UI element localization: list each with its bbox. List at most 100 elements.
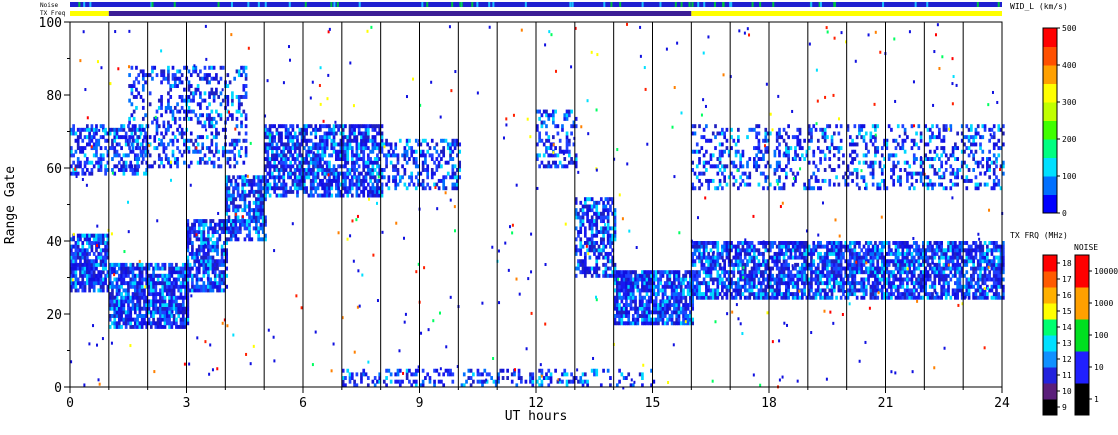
- data-cell: [967, 281, 971, 286]
- data-cell: [890, 259, 893, 264]
- data-cell: [609, 237, 612, 242]
- data-cell: [958, 270, 962, 275]
- data-cell: [348, 138, 352, 143]
- data-cell: [1002, 262, 1005, 267]
- data-cell: [794, 149, 797, 154]
- data-cell: [243, 222, 247, 227]
- data-cell: [143, 317, 146, 322]
- data-cell: [252, 178, 256, 183]
- data-cell: [762, 288, 765, 293]
- data-cell: [956, 262, 959, 267]
- data-cell: [81, 244, 85, 249]
- data-cell: [828, 259, 832, 264]
- data-cell: [590, 233, 594, 238]
- data-cell: [293, 168, 297, 172]
- data-cell: [186, 306, 190, 311]
- data-cell: [426, 171, 430, 176]
- data-cell: [583, 241, 587, 245]
- data-cell: [70, 262, 73, 267]
- data-cell: [366, 182, 370, 187]
- data-cell: [202, 266, 206, 271]
- data-cell: [170, 299, 174, 304]
- data-cell: [979, 241, 982, 245]
- data-cell: [403, 168, 407, 172]
- data-cell: [766, 186, 770, 191]
- data-cell: [273, 182, 276, 187]
- data-cell: [727, 251, 731, 256]
- data-cell: [689, 277, 692, 282]
- data-cell: [138, 273, 142, 278]
- data-cell: [257, 233, 260, 238]
- data-cell: [430, 175, 434, 180]
- data-cell: [282, 178, 286, 183]
- data-cell: [657, 292, 660, 297]
- data-cell: [789, 270, 793, 275]
- data-cell: [298, 178, 302, 183]
- data-cell: [858, 266, 861, 271]
- data-cell: [890, 270, 893, 275]
- data-cell: [414, 164, 418, 169]
- data-cell: [266, 182, 270, 187]
- data-cell: [380, 149, 384, 154]
- data-cell: [942, 251, 946, 256]
- data-cell: [165, 303, 169, 307]
- data-cell: [874, 266, 877, 271]
- data-cell: [428, 186, 432, 191]
- data-cell: [449, 153, 452, 158]
- data-cell: [906, 295, 909, 300]
- data-cell: [547, 135, 551, 140]
- data-cell: [814, 270, 818, 275]
- data-cell: [449, 175, 452, 180]
- data-cell: [705, 168, 708, 172]
- data-cell: [876, 266, 880, 271]
- data-cell: [693, 131, 697, 136]
- data-cell: [305, 175, 308, 180]
- data-cell: [229, 193, 233, 198]
- data-cell: [782, 186, 786, 191]
- data-cell: [990, 266, 994, 271]
- data-cell: [753, 164, 756, 169]
- data-cell: [602, 230, 605, 234]
- data-cell: [816, 178, 820, 183]
- data-cell: [851, 248, 854, 253]
- data-cell: [179, 324, 183, 329]
- data-cell: [892, 277, 896, 282]
- data-cell: [79, 262, 82, 267]
- data-cell: [869, 292, 873, 297]
- data-cell: [995, 266, 998, 271]
- data-cell: [211, 255, 215, 260]
- data-cell: [830, 288, 834, 293]
- data-cell: [821, 266, 825, 271]
- data-cell: [659, 314, 663, 318]
- data-cell: [143, 295, 146, 300]
- data-cell: [775, 138, 779, 143]
- data-cell: [855, 281, 859, 286]
- data-cell: [700, 146, 704, 151]
- data-cell: [707, 251, 711, 256]
- data-cell: [631, 277, 635, 282]
- data-cell: [88, 288, 91, 293]
- data-cell: [851, 277, 854, 282]
- data-cell: [668, 314, 672, 318]
- data-cell: [844, 182, 848, 187]
- data-cell: [323, 138, 327, 143]
- data-cell: [906, 262, 909, 267]
- data-cell: [305, 124, 308, 129]
- data-cell: [120, 266, 123, 271]
- data-cell: [615, 299, 619, 304]
- data-cell: [353, 182, 356, 187]
- data-cell: [883, 266, 886, 271]
- data-cell: [227, 178, 231, 183]
- data-cell: [72, 244, 75, 249]
- data-cell: [702, 241, 706, 245]
- data-cell: [451, 142, 455, 147]
- data-cell: [369, 124, 372, 129]
- data-cell: [650, 292, 653, 297]
- data-cell: [154, 324, 158, 329]
- data-cell: [255, 204, 258, 209]
- data-cell: [695, 175, 699, 180]
- data-cell: [684, 277, 688, 282]
- data-cell: [853, 270, 857, 275]
- data-cell: [647, 277, 651, 282]
- data-cell: [670, 310, 674, 315]
